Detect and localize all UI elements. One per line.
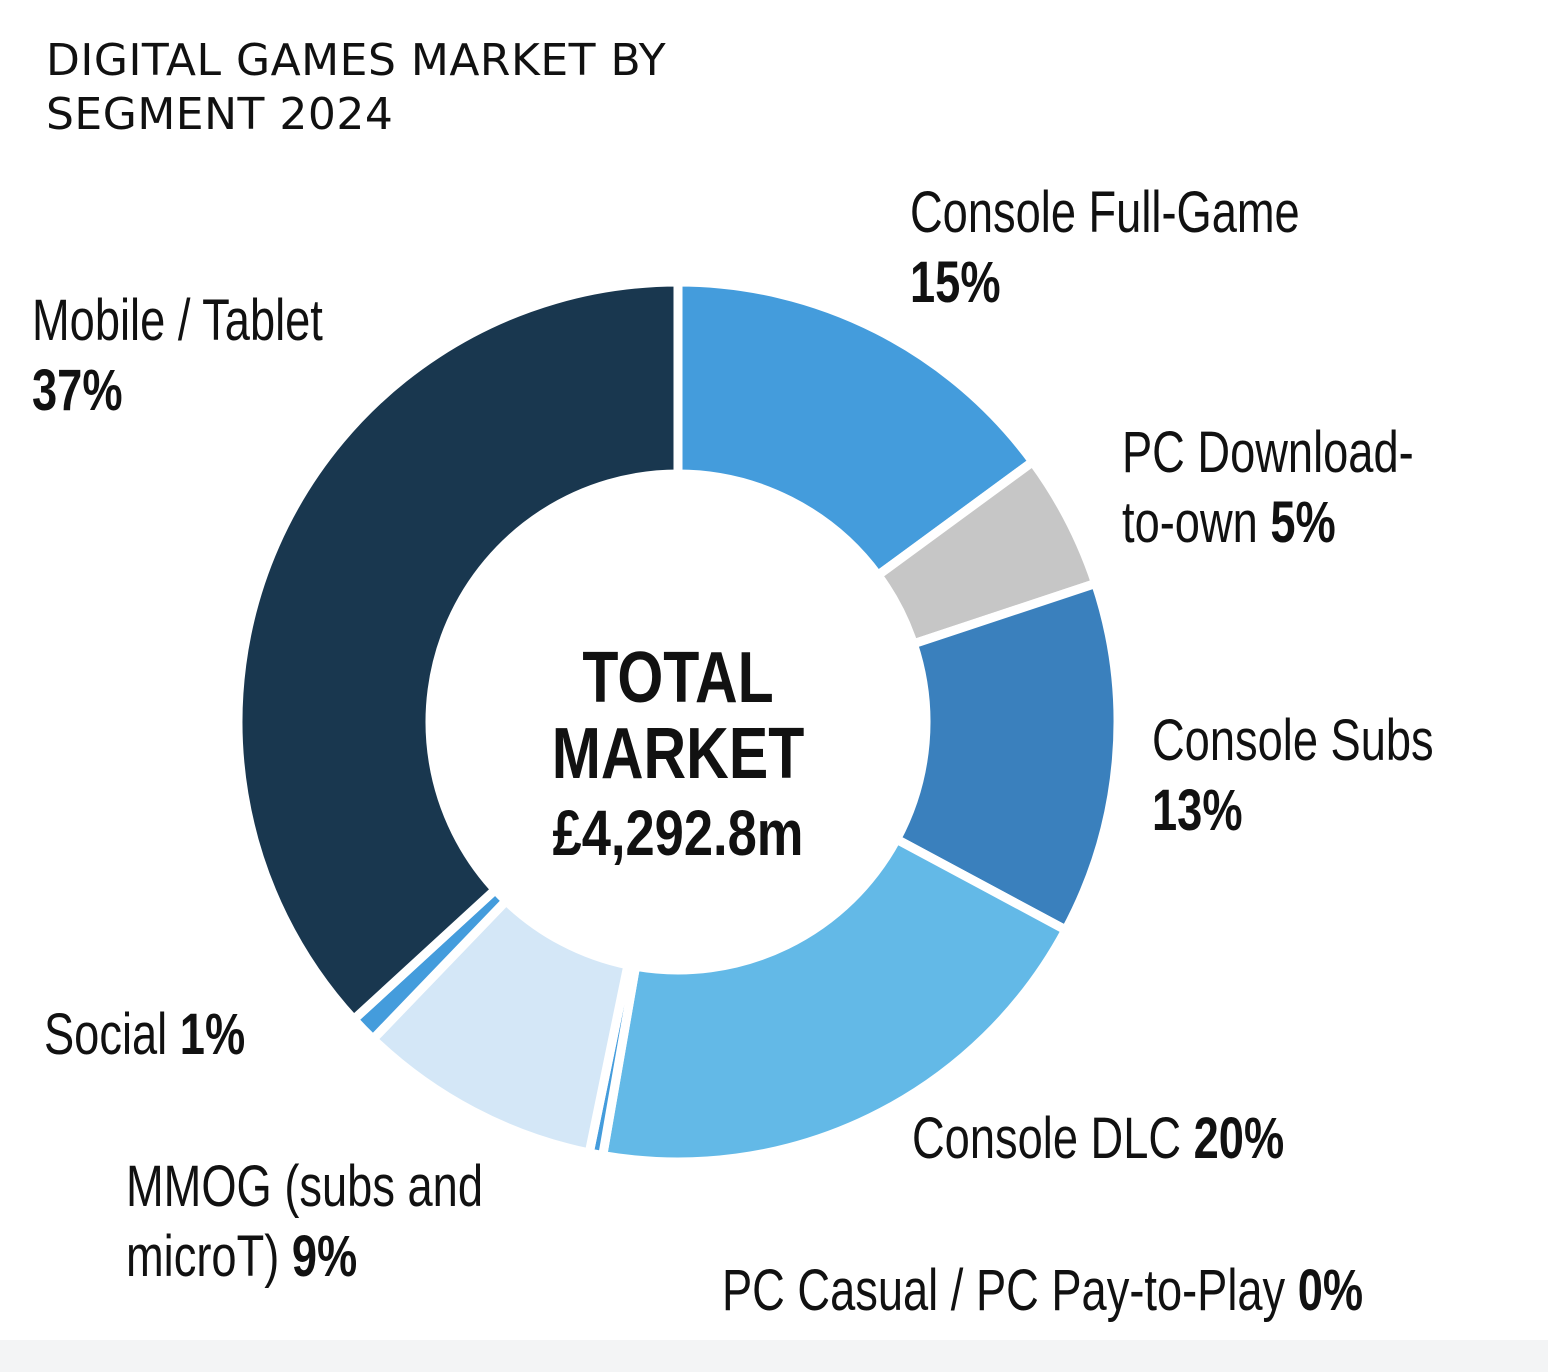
label-social: Social 1% — [44, 1000, 245, 1070]
center-label: TOTAL MARKET — [551, 638, 805, 794]
label-percent: 37% — [32, 358, 123, 423]
label-name-cont: to-own — [1122, 490, 1258, 555]
label-percent: 1% — [179, 1002, 246, 1067]
slice-console-subs — [892, 578, 1123, 935]
label-console-dlc: Console DLC 20% — [912, 1104, 1284, 1174]
center-value: £4,292.8m — [552, 797, 804, 869]
label-name-cont: microT) — [126, 1224, 280, 1289]
label-percent: 9% — [291, 1224, 358, 1289]
label-name: Console Full-Game — [910, 180, 1300, 245]
label-name: Mobile / Tablet — [32, 288, 323, 353]
slice-console-full-game — [673, 277, 1038, 580]
footer-band — [0, 1340, 1548, 1372]
label-name: Console Subs — [1152, 708, 1434, 773]
slice-mobile-tablet — [233, 277, 683, 1024]
label-percent: 0% — [1297, 1258, 1364, 1323]
label-percent: 20% — [1193, 1106, 1285, 1171]
label-percent: 13% — [1152, 778, 1243, 843]
label-name: Console DLC — [912, 1106, 1182, 1171]
label-mmog: MMOG (subs and microT) 9% — [126, 1152, 483, 1292]
label-name: MMOG (subs and — [126, 1154, 483, 1219]
label-name: PC Casual / PC Pay-to-Play — [722, 1258, 1286, 1323]
chart-title: DIGITAL GAMES MARKET BY SEGMENT 2024 — [46, 35, 667, 140]
label-console-subs: Console Subs 13% — [1152, 706, 1434, 846]
label-percent: 5% — [1270, 490, 1336, 555]
label-name: Social — [44, 1002, 168, 1067]
center-total: TOTAL MARKET £4,292.8m — [514, 640, 842, 874]
label-percent: 15% — [910, 250, 1001, 315]
label-mobile-tablet: Mobile / Tablet 37% — [32, 286, 323, 426]
label-console-full-game: Console Full-Game 15% — [910, 178, 1300, 318]
label-name: PC Download- — [1122, 420, 1414, 485]
label-pc-casual: PC Casual / PC Pay-to-Play 0% — [722, 1256, 1363, 1326]
slice-console-dlc — [598, 834, 1071, 1167]
label-pc-download-to-own: PC Download- to-own 5% — [1122, 418, 1414, 558]
donut-slices — [233, 277, 1123, 1167]
